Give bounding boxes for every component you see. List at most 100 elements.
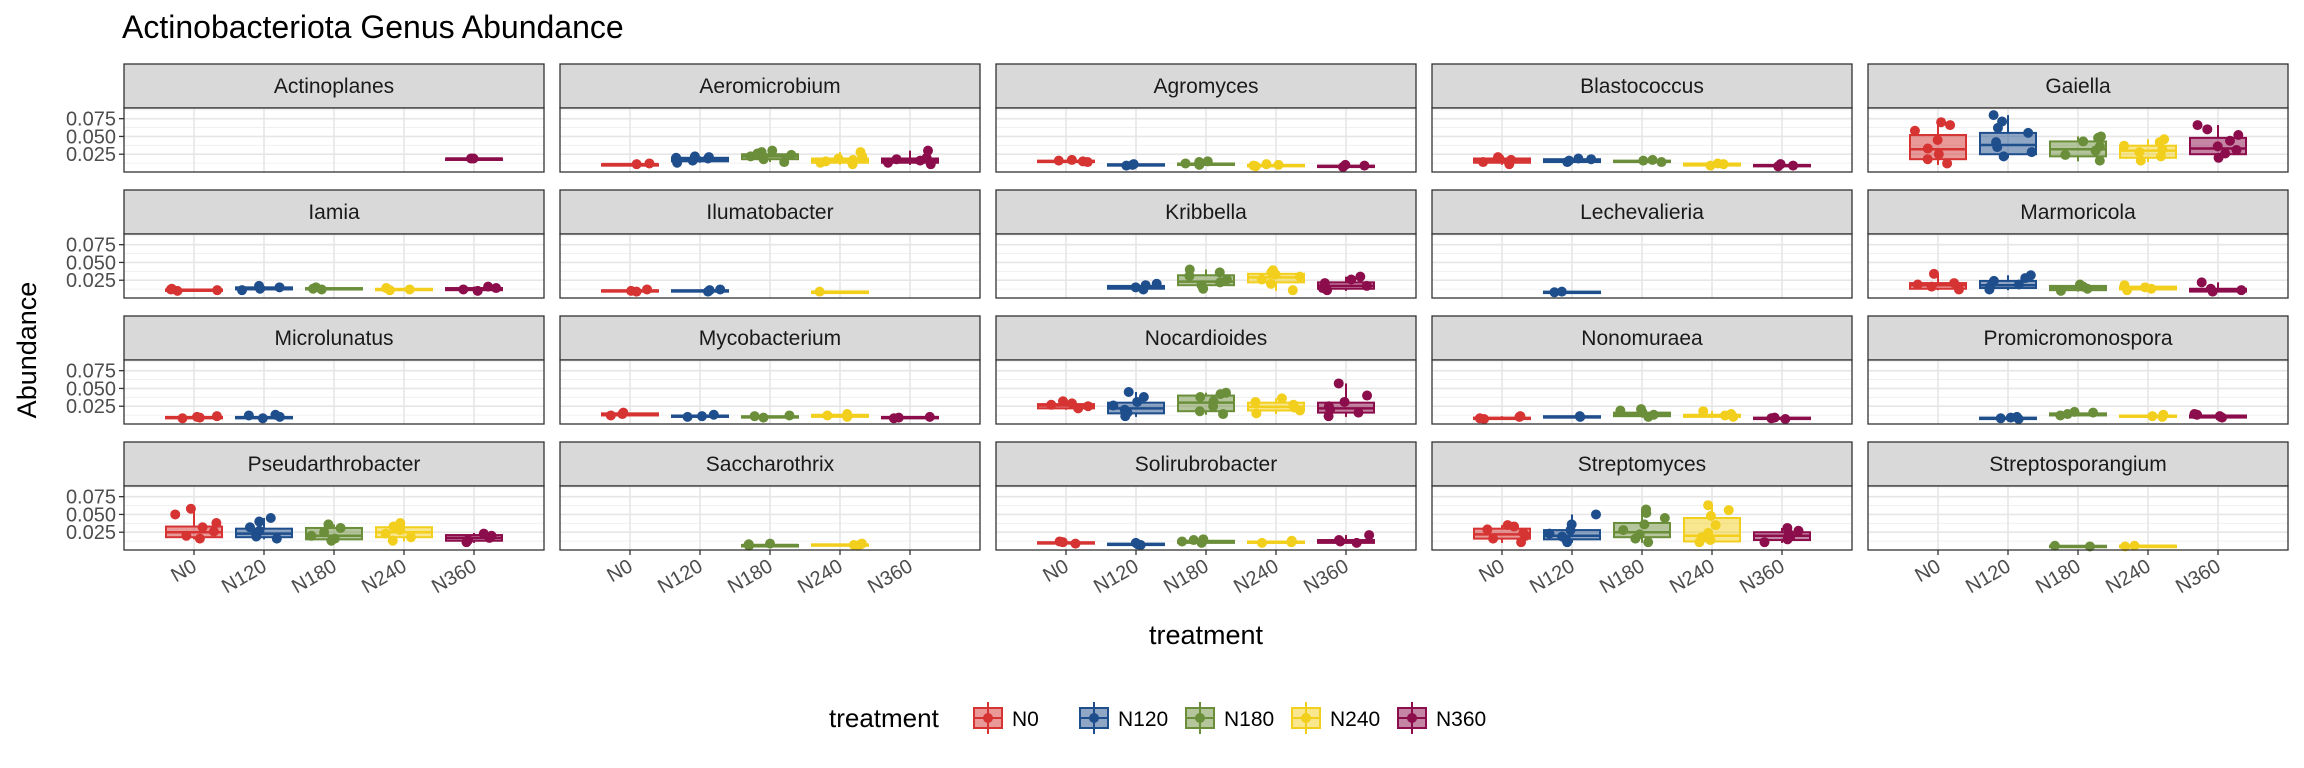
data-point [1198, 534, 1209, 545]
data-point [671, 152, 682, 163]
data-point [2129, 540, 2140, 551]
data-point [1359, 160, 1370, 171]
data-point [1077, 156, 1088, 167]
data-point [2147, 411, 2158, 422]
facet-strip [559, 63, 981, 109]
data-point [924, 411, 935, 422]
box-n240 [2119, 280, 2177, 296]
box-n240 [811, 147, 869, 170]
box-n180 [2049, 406, 2107, 421]
data-point [254, 280, 265, 291]
x-tick-label: N120 [1526, 555, 1578, 598]
data-point [1780, 414, 1791, 425]
data-point [1928, 268, 1939, 279]
data-point [1590, 509, 1601, 520]
data-point [458, 284, 469, 295]
box-n180 [2049, 540, 2107, 552]
box-n360 [1317, 530, 1375, 548]
data-point [270, 409, 281, 420]
data-point [1339, 396, 1350, 407]
data-point [2159, 134, 2170, 145]
data-point [855, 147, 866, 158]
box-n240 [811, 538, 869, 551]
facet-panel-border [995, 359, 1417, 425]
box-n120 [1979, 270, 2037, 295]
facet-panel-border [1867, 233, 2289, 299]
facet-panel-border [559, 233, 981, 299]
data-point [1294, 271, 1305, 282]
box-n120 [1543, 286, 1601, 298]
data-point [1912, 279, 1923, 290]
legend-key-point [1195, 713, 1205, 723]
facet-strip [123, 315, 545, 361]
facet-strip-label: Nonomuraea [1581, 327, 1703, 350]
data-point [478, 528, 489, 539]
facet-blastococcus: Blastococcus [1431, 63, 1853, 173]
data-point [1195, 391, 1206, 402]
legend-item-n180: N180 [1185, 702, 1274, 734]
box-n120 [671, 284, 729, 297]
box-n240 [1247, 265, 1305, 296]
facet-panel-border [123, 107, 545, 173]
x-tick-label: N360 [864, 555, 916, 598]
data-point [1288, 399, 1299, 410]
facet-strip-label: Kribbella [1165, 201, 1247, 224]
data-point [2023, 127, 2034, 138]
data-point [2233, 130, 2244, 141]
data-point [708, 409, 719, 420]
data-point [1648, 409, 1659, 420]
facet-strip-label: Iamia [308, 201, 360, 224]
data-point [1333, 378, 1344, 389]
data-point [1251, 408, 1262, 419]
data-point [486, 530, 497, 541]
data-point [689, 151, 700, 162]
data-point [1643, 537, 1654, 548]
data-point [682, 411, 693, 422]
data-point [856, 538, 867, 549]
box-n180 [305, 282, 363, 295]
data-point [1926, 281, 1937, 292]
data-point [211, 411, 222, 422]
data-point [833, 153, 844, 164]
data-point [2060, 149, 2071, 160]
data-point [765, 538, 776, 549]
facet-strip [1867, 315, 2289, 361]
data-point [1793, 525, 1804, 536]
x-tick-label: N180 [2032, 555, 2084, 598]
facet-strip-label: Mycobacterium [699, 327, 841, 350]
facet-strip-label: Saccharothrix [706, 453, 835, 476]
box-n0 [1909, 117, 1967, 169]
data-point [463, 535, 474, 546]
box-n240 [1247, 535, 1305, 548]
x-tick-label: N240 [794, 555, 846, 598]
x-tick-label: N180 [724, 555, 776, 598]
data-point [704, 285, 715, 296]
data-point [1492, 152, 1503, 163]
data-point [1922, 143, 1933, 154]
facet-strip [995, 63, 1417, 109]
box-n0 [1037, 396, 1095, 414]
data-point [1202, 156, 1213, 167]
data-point [2214, 411, 2225, 422]
box-n360 [881, 145, 939, 170]
data-point [1759, 537, 1770, 548]
box-n120 [235, 409, 293, 424]
x-tick-label: N120 [1962, 555, 2014, 598]
y-tick-label: 0.025 [66, 396, 116, 418]
box-n0 [165, 283, 223, 296]
data-point [244, 522, 255, 533]
data-point [1933, 149, 1944, 160]
x-tick-label: N360 [2172, 555, 2224, 598]
x-tick-label: N360 [428, 555, 480, 598]
data-point [2231, 144, 2242, 155]
box-n0 [1037, 536, 1095, 549]
data-point [1066, 398, 1077, 409]
data-point [2202, 124, 2213, 135]
box-n120 [1979, 411, 2037, 425]
legend-label: N240 [1330, 708, 1380, 731]
data-point [644, 158, 655, 169]
data-point [1123, 387, 1134, 397]
facet-strip-label: Streptosporangium [1989, 453, 2166, 476]
